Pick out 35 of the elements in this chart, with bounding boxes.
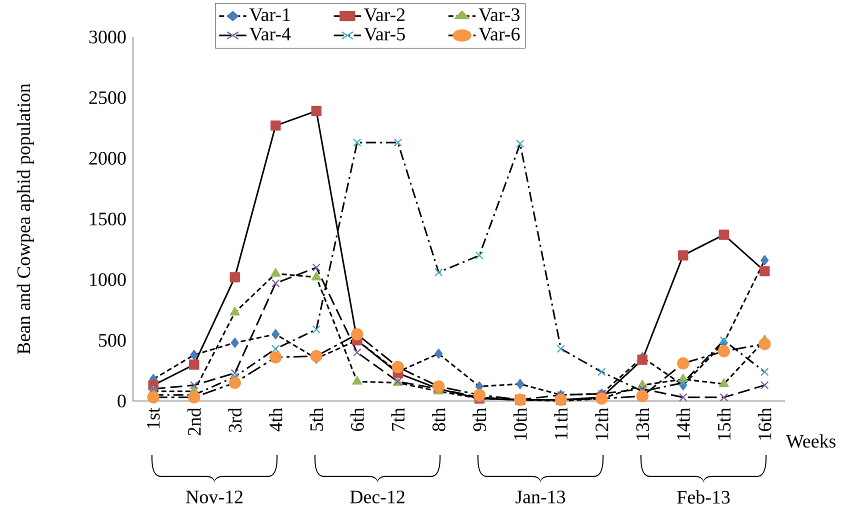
y-tick-label: 1000 [90, 273, 126, 286]
text: Jan-13 [516, 490, 566, 504]
y-tick-label: 500 [99, 334, 126, 347]
x-tick-label: 8th [432, 408, 446, 432]
y-axis-title: Bean and Cowpea aphid population [16, 84, 34, 354]
y-tick-label: 2000 [89, 152, 126, 165]
x-tick-label: 7th [391, 408, 405, 431]
x-tick-label: 1st [147, 408, 160, 428]
text: Nov-12 [186, 490, 242, 504]
y-tick-label: 0 [118, 394, 126, 408]
x-tick-label: 3rd [228, 408, 242, 432]
legend-label: Var-5 [364, 28, 405, 41]
legend-label: Var-4 [249, 28, 291, 41]
x-tick-label: 12th [594, 408, 608, 440]
x-tick-label: 6th [350, 408, 364, 431]
x-tick-label: 2nd [187, 408, 201, 436]
x-axis-title: Weeks [786, 434, 836, 448]
legend-label: Var-2 [364, 8, 405, 22]
y-tick-label: 3000 [89, 30, 126, 44]
y-tick-label: 1500 [90, 212, 126, 226]
y-tick-label: 2500 [89, 91, 126, 104]
x-tick-label: 14th [676, 408, 690, 440]
x-tick-label: 5th [310, 408, 324, 431]
x-tick-label: 10th [513, 408, 527, 440]
x-tick-label: 15th [717, 408, 731, 440]
x-tick-label: 13th [636, 408, 650, 440]
legend-label: Var-6 [478, 28, 520, 41]
legend-label: Var-1 [249, 8, 290, 22]
text: Dec-12 [350, 490, 404, 504]
legend-label: Var-3 [478, 8, 520, 22]
x-tick-label: 11th [554, 408, 568, 439]
x-tick-label: 9th [472, 408, 486, 432]
x-tick-label: 4th [268, 408, 282, 432]
text: Feb-13 [677, 490, 730, 504]
x-tick-label: 16th [758, 408, 772, 440]
